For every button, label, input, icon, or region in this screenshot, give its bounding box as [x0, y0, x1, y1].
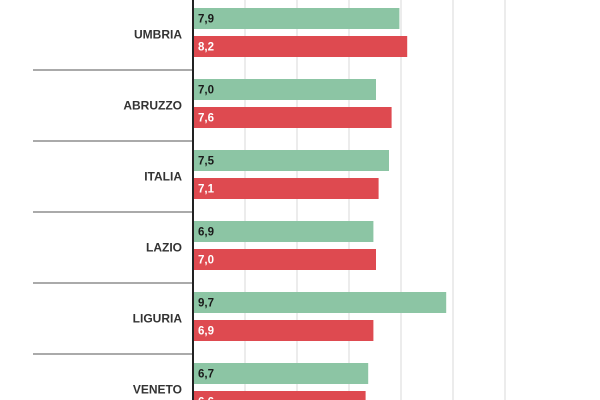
bar: [194, 178, 379, 199]
bar-layer: [194, 8, 447, 400]
data-label: 9,7: [198, 298, 214, 310]
data-label: 6,9: [198, 326, 214, 338]
data-label: 8,2: [198, 42, 214, 54]
category-label: ITALIA: [144, 170, 182, 184]
bar: [194, 363, 369, 384]
bar: [194, 249, 376, 270]
bar: [194, 391, 366, 400]
data-label: 6,7: [198, 369, 214, 381]
data-label: 7,0: [198, 85, 214, 97]
bar: [194, 320, 374, 341]
category-label: UMBRIA: [134, 28, 182, 42]
data-label: 6,6: [198, 397, 214, 400]
bar: [194, 221, 374, 242]
label-layer: UMBRIA 7,9 8,2 ABRUZZO 7,0 7,6 ITALIA 7,5 7,1 LAZ…: [123, 14, 214, 400]
category-label: LAZIO: [146, 241, 182, 255]
bar: [194, 150, 389, 171]
data-label: 7,0: [198, 255, 214, 267]
bar: [194, 79, 376, 100]
category-label: ABRUZZO: [123, 99, 182, 113]
category-label: LIGURIA: [133, 312, 183, 326]
bar: [194, 36, 408, 57]
data-label: 6,9: [198, 227, 214, 239]
data-label: 7,1: [198, 184, 215, 196]
separator-layer: [33, 69, 193, 355]
data-label: 7,5: [198, 156, 215, 168]
data-label: 7,6: [198, 113, 214, 125]
bar: [194, 107, 392, 128]
category-label: VENETO: [133, 383, 182, 397]
bar: [194, 292, 447, 313]
data-label: 7,9: [198, 14, 214, 26]
bar: [194, 8, 400, 29]
